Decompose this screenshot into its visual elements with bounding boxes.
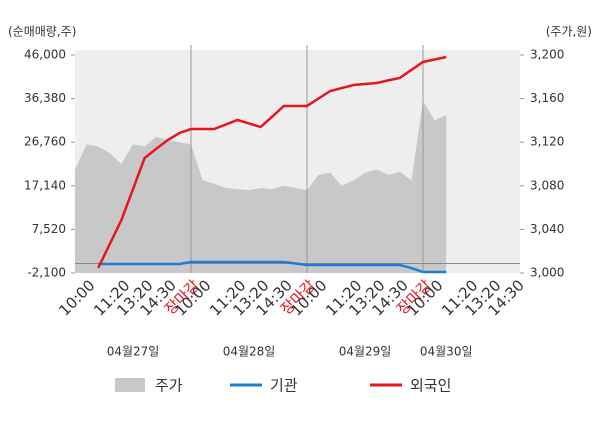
y-tick-label: 17,140 — [24, 178, 66, 192]
y-axis-label: (순매매량,주) — [8, 25, 76, 39]
day-label: 04월27일 — [107, 345, 160, 359]
series-line — [97, 55, 447, 269]
day-label: 04월29일 — [339, 345, 392, 359]
y-tick-label: -2,100 — [27, 266, 66, 280]
y-tick-label: 7,520 — [32, 222, 66, 236]
y2-tick-label: 3,200 — [530, 48, 564, 62]
y2-tick-label: 3,120 — [530, 135, 564, 149]
y-tick-label: 36,380 — [24, 91, 66, 105]
y2-axis-label: (주가,원) — [546, 25, 592, 39]
x-tick-label: 10:00 — [55, 276, 98, 319]
legend-label: 외국인 — [410, 377, 451, 395]
day-label: 04월30일 — [420, 345, 473, 359]
y2-tick-label: 3,080 — [530, 178, 564, 192]
legend-swatch — [115, 378, 145, 392]
y-tick-label: 46,000 — [24, 48, 66, 62]
legend-label: 기관 — [270, 377, 298, 395]
series-line — [98, 260, 447, 274]
legend-label: 주가 — [155, 377, 183, 395]
price-area — [75, 100, 447, 273]
y2-tick-label: 3,000 — [530, 266, 564, 280]
y2-tick-label: 3,040 — [530, 222, 564, 236]
y-tick-label: 26,760 — [24, 135, 66, 149]
day-label: 04월28일 — [223, 345, 276, 359]
y2-tick-label: 3,160 — [530, 91, 564, 105]
